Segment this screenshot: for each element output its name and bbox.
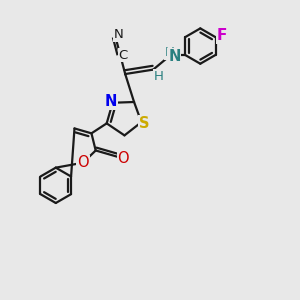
Text: N: N [105, 94, 117, 109]
Text: C: C [119, 49, 128, 62]
Text: O: O [77, 155, 89, 170]
Text: H: H [154, 70, 164, 83]
Text: O: O [117, 151, 129, 166]
Text: H: H [164, 46, 174, 59]
Text: N: N [114, 28, 124, 41]
Text: N: N [168, 49, 181, 64]
Text: S: S [139, 116, 149, 131]
Text: F: F [216, 28, 227, 43]
